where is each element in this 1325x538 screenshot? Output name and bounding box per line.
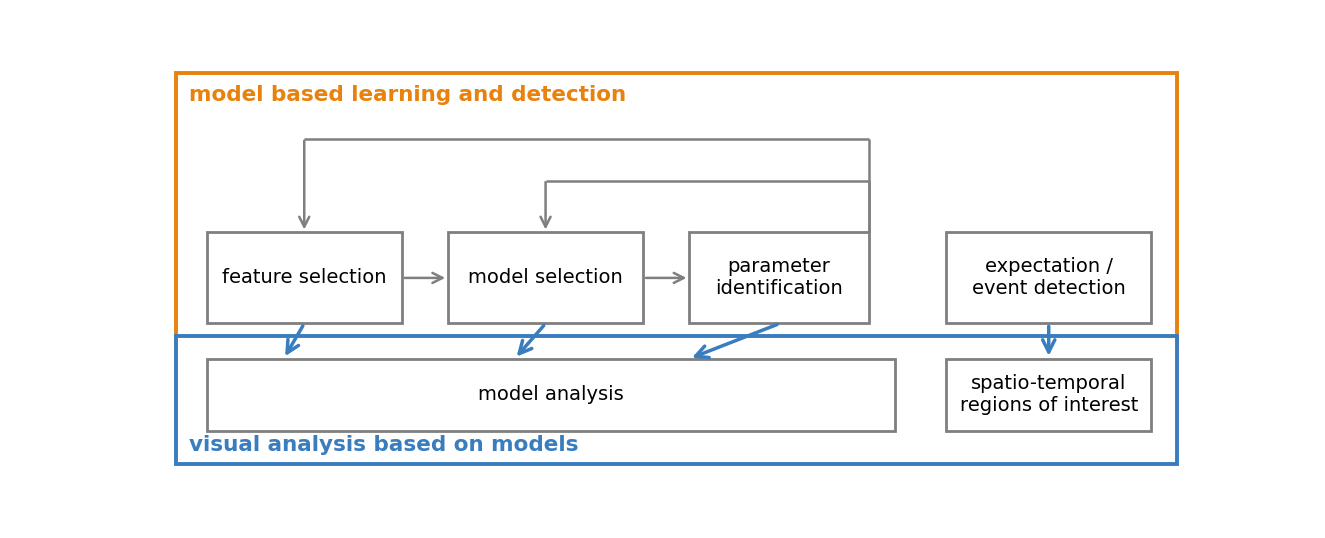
Text: model based learning and detection: model based learning and detection (189, 86, 627, 105)
Text: spatio-temporal
regions of interest: spatio-temporal regions of interest (959, 374, 1138, 415)
FancyBboxPatch shape (946, 232, 1151, 323)
FancyBboxPatch shape (689, 232, 869, 323)
Text: visual analysis based on models: visual analysis based on models (189, 435, 579, 455)
FancyBboxPatch shape (176, 336, 1177, 464)
FancyBboxPatch shape (207, 232, 401, 323)
Text: feature selection: feature selection (223, 268, 387, 287)
Text: expectation /
event detection: expectation / event detection (971, 257, 1126, 299)
Text: model analysis: model analysis (478, 385, 624, 405)
FancyBboxPatch shape (448, 232, 643, 323)
Text: model selection: model selection (468, 268, 623, 287)
Text: parameter
identification: parameter identification (716, 257, 843, 299)
FancyBboxPatch shape (946, 359, 1151, 431)
FancyBboxPatch shape (207, 359, 894, 431)
FancyBboxPatch shape (176, 73, 1177, 344)
